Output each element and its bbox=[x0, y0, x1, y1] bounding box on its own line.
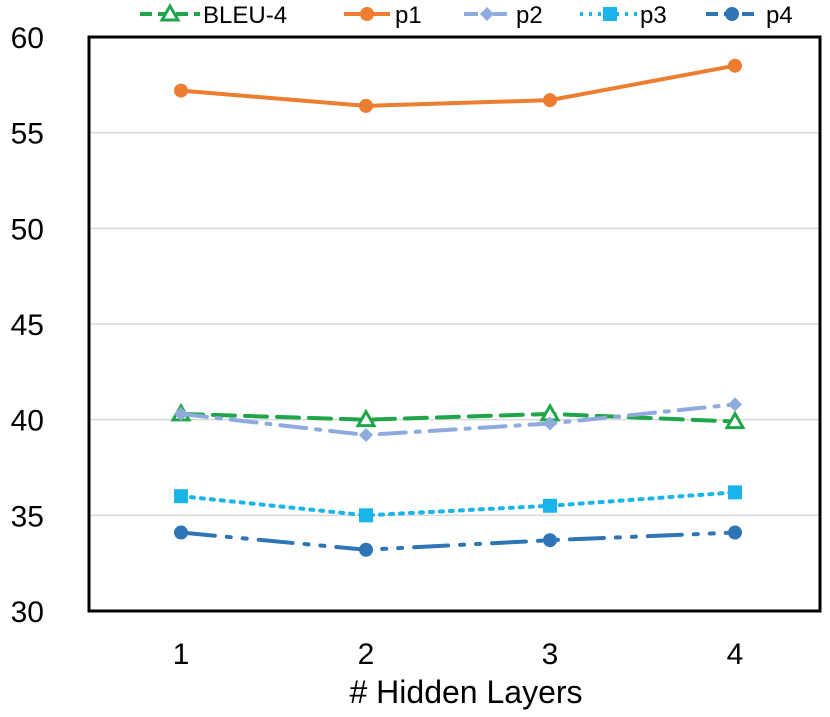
y-tick-label-45: 45 bbox=[11, 309, 44, 342]
y-tick-label-55: 55 bbox=[11, 118, 44, 151]
point-p2-3 bbox=[543, 416, 557, 431]
series-p4 bbox=[174, 525, 742, 557]
legend-entry-p3: p3 bbox=[580, 2, 667, 29]
series-line-p1 bbox=[179, 63, 737, 108]
x-tick-label-1: 1 bbox=[173, 638, 190, 671]
point-bleu-4-4 bbox=[724, 410, 746, 430]
point-p1-4 bbox=[728, 58, 742, 73]
legend-swatch-marker-bleu-4 bbox=[159, 2, 181, 22]
point-p1-1 bbox=[174, 83, 188, 98]
x-tick-label-4: 4 bbox=[727, 638, 744, 671]
point-p3-1 bbox=[174, 489, 188, 504]
series-p1 bbox=[174, 58, 742, 113]
y-tick-label-35: 35 bbox=[11, 500, 44, 533]
legend-entry-bleu-4: BLEU-4 bbox=[140, 2, 287, 29]
series-line-p2 bbox=[179, 402, 737, 437]
point-p3-2 bbox=[359, 508, 373, 523]
legend-swatch-marker-p2 bbox=[480, 7, 494, 21]
legend-entry-p4: p4 bbox=[706, 2, 793, 29]
point-p2-1 bbox=[174, 406, 188, 421]
series-line-bleu-4 bbox=[179, 411, 737, 424]
legend-label-p2: p2 bbox=[516, 2, 543, 29]
point-p1-3 bbox=[543, 93, 557, 108]
x-tick-label-2: 2 bbox=[358, 638, 375, 671]
legend-entry-p1: p1 bbox=[344, 2, 422, 29]
series-p3 bbox=[174, 485, 742, 523]
legend-swatch-marker-p3 bbox=[603, 7, 617, 21]
legend-label-p1: p1 bbox=[395, 2, 422, 29]
legend-swatch-marker-p4 bbox=[725, 7, 739, 21]
point-p1-2 bbox=[359, 98, 373, 113]
legend-label-p3: p3 bbox=[640, 2, 667, 29]
series-line-p3 bbox=[179, 490, 737, 518]
x-axis-ticks: 1 2 3 4 bbox=[173, 638, 744, 671]
series-bleu-4 bbox=[170, 402, 746, 430]
y-tick-label-50: 50 bbox=[11, 213, 44, 246]
point-p4-2 bbox=[359, 542, 373, 557]
series-line-p4 bbox=[179, 530, 737, 552]
y-tick-label-40: 40 bbox=[11, 405, 44, 438]
series-p2 bbox=[174, 397, 742, 442]
legend-entry-p2: p2 bbox=[464, 2, 543, 29]
series-group bbox=[170, 58, 746, 557]
x-axis-label: # Hidden Layers bbox=[349, 674, 582, 710]
legend-label-bleu-4: BLEU-4 bbox=[203, 2, 287, 29]
y-tick-label-30: 30 bbox=[11, 596, 44, 629]
x-tick-label-3: 3 bbox=[542, 638, 559, 671]
point-p4-3 bbox=[543, 533, 557, 548]
y-tick-label-60: 60 bbox=[11, 22, 44, 55]
legend-label-p4: p4 bbox=[766, 2, 793, 29]
point-p4-4 bbox=[728, 525, 742, 540]
grid-lines bbox=[89, 131, 820, 517]
plot-area-border bbox=[87, 35, 822, 613]
y-axis-ticks: 30 35 40 45 50 55 60 bbox=[11, 22, 44, 629]
legend: BLEU-4 p1 p2 p3 p4 bbox=[140, 2, 793, 29]
point-p3-4 bbox=[728, 485, 742, 500]
point-bleu-4-2 bbox=[355, 408, 377, 428]
point-p2-4 bbox=[728, 397, 742, 412]
point-p3-3 bbox=[543, 498, 557, 513]
legend-swatch-marker-p1 bbox=[360, 7, 374, 21]
point-p4-1 bbox=[174, 525, 188, 540]
point-p2-2 bbox=[359, 427, 373, 442]
